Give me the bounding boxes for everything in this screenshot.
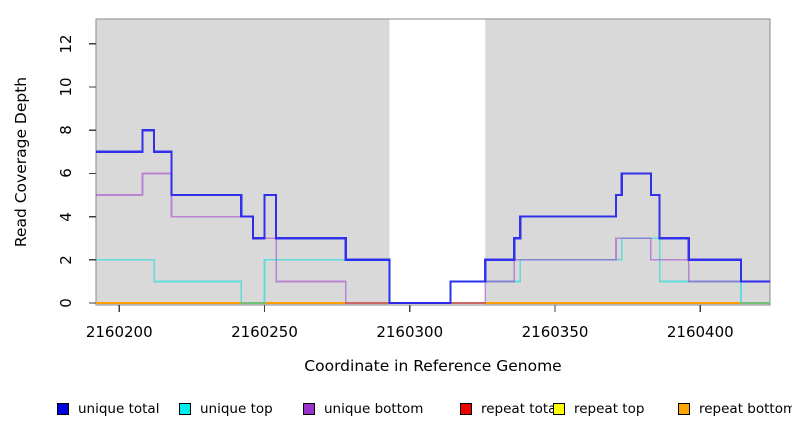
x-tick-label-4: 2160400 (666, 323, 734, 341)
y-tick-label-0: 0 (57, 298, 75, 308)
y-tick-label-5: 10 (57, 77, 75, 97)
plot-box-border (95, 18, 771, 306)
y-tick-label-3: 6 (57, 168, 75, 179)
shaded-region-1 (485, 19, 770, 305)
legend-swatch-unique-top (179, 403, 191, 415)
legend-label: unique top (200, 401, 273, 417)
x-tick-label-2: 2160300 (376, 323, 444, 341)
legend-swatch-repeat-total (460, 403, 472, 415)
legend-item-unique-top: unique top (179, 401, 273, 417)
legend-label: repeat bottom (699, 401, 792, 417)
y-tick-label-2: 4 (57, 211, 75, 222)
legend-item-repeat-total: repeat total (460, 401, 560, 417)
legend-label: repeat total (481, 401, 561, 417)
legend-item-repeat-top: repeat top (553, 401, 644, 417)
x-axis-title: Coordinate in Reference Genome (304, 357, 562, 375)
legend-swatch-unique-bottom (303, 403, 315, 415)
legend-item-unique-bottom: unique bottom (303, 401, 423, 417)
legend-swatch-unique-total (57, 403, 69, 415)
legend-swatch-repeat-top (553, 403, 565, 415)
y-axis-title: Read Coverage Depth (12, 76, 30, 248)
x-tick-label-0: 2160200 (85, 323, 153, 341)
x-tick-label-3: 2160350 (521, 323, 589, 341)
x-tick-label-1: 2160250 (231, 323, 298, 341)
legend-label: unique total (78, 401, 160, 417)
legend-item-repeat-bottom: repeat bottom (678, 401, 792, 417)
legend: unique total unique top unique bottom repea… (0, 401, 792, 423)
shaded-region-0 (96, 19, 390, 305)
legend-label: repeat top (574, 401, 645, 417)
legend-label: unique bottom (324, 401, 424, 417)
y-tick-label-1: 2 (57, 255, 75, 265)
y-tick-label-6: 12 (57, 34, 75, 54)
series-line-unique-total (96, 129, 770, 305)
legend-swatch-repeat-bottom (678, 403, 690, 415)
legend-item-unique-total: unique total (57, 401, 159, 417)
y-tick-label-4: 8 (57, 125, 75, 135)
